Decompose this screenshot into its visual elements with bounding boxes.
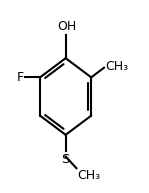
Text: CH₃: CH₃ [105,60,129,73]
Text: F: F [17,71,24,84]
Text: OH: OH [57,20,76,33]
Text: S: S [61,153,70,166]
Text: CH₃: CH₃ [78,169,101,182]
